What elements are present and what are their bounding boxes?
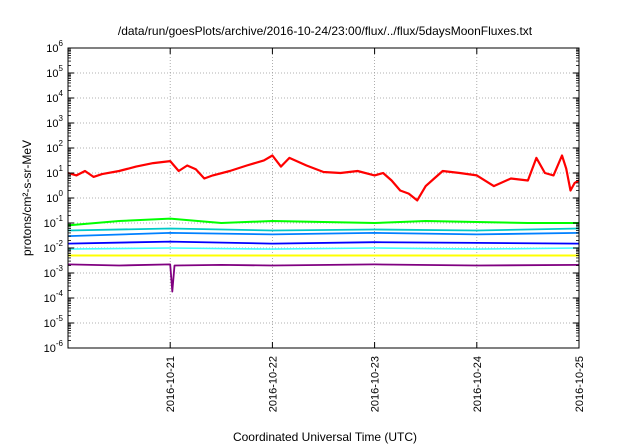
series-line <box>67 231 580 237</box>
y-tick-label: 106 <box>46 39 63 55</box>
grid-lines <box>68 48 579 348</box>
x-tick-label: 2016-10-21 <box>165 356 177 412</box>
x-tick-label: 2016-10-23 <box>370 356 382 412</box>
y-tick-label: 10-5 <box>44 314 64 330</box>
axis-ticks: 10-6 10-5 10-4 10-3 10-2 10-1 100 101 102 103 104 1… <box>44 39 586 412</box>
series-line <box>67 247 580 250</box>
y-tick-label: 104 <box>46 89 63 105</box>
y-tick-label: 102 <box>46 139 63 155</box>
x-axis-label: Coordinated Universal Time (UTC) <box>233 430 417 444</box>
y-tick-label: 10-1 <box>44 214 64 230</box>
series-lines <box>67 154 580 293</box>
y-tick-label: 10-2 <box>44 239 64 255</box>
series-line <box>67 217 579 227</box>
series-line <box>67 154 580 202</box>
y-tick-label: 105 <box>46 64 63 80</box>
series-line <box>67 240 580 245</box>
y-tick-label: 101 <box>46 164 63 180</box>
series-line <box>67 263 580 293</box>
y-tick-label: 100 <box>46 189 63 205</box>
y-tick-label: 103 <box>46 114 63 130</box>
y-tick-label: 10-6 <box>44 339 64 355</box>
x-tick-label: 2016-10-22 <box>267 356 279 412</box>
y-tick-label: 10-3 <box>44 264 64 280</box>
y-tick-label: 10-4 <box>44 289 64 305</box>
series-line <box>67 227 580 232</box>
x-tick-label: 2016-10-25 <box>574 356 586 412</box>
y-axis-label: protons/cm²-s-sr-MeV <box>20 140 34 256</box>
x-tick-label: 2016-10-24 <box>472 356 484 412</box>
chart-title: /data/run/goesPlots/archive/2016-10-24/2… <box>118 24 533 38</box>
